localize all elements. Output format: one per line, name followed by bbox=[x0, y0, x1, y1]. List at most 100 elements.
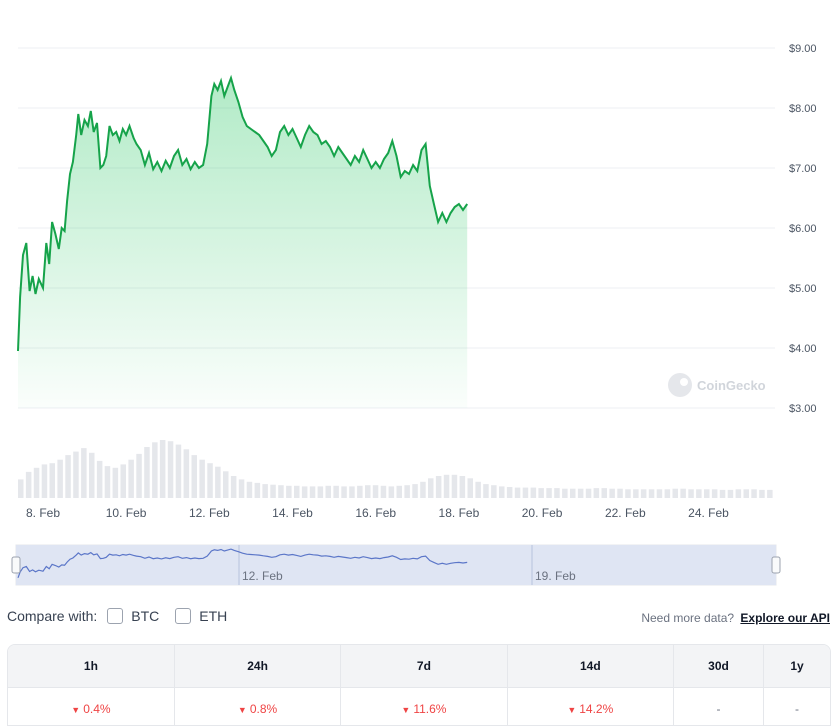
x-tick-label: 8. Feb bbox=[26, 506, 60, 520]
volume-bar bbox=[152, 442, 158, 498]
volume-bar bbox=[247, 482, 253, 498]
price-chart[interactable]: $9.00$8.00$7.00$6.00$5.00$4.00$3.00 Coin… bbox=[0, 0, 836, 600]
period-header: 30d bbox=[674, 645, 764, 688]
volume-bar bbox=[546, 488, 552, 498]
volume-bar bbox=[704, 489, 710, 498]
volume-bar bbox=[326, 486, 332, 498]
caret-down-icon: ▼ bbox=[71, 705, 80, 715]
volume-bar bbox=[609, 489, 615, 498]
y-tick-label: $4.00 bbox=[789, 343, 817, 355]
volume-bar bbox=[18, 479, 24, 498]
checkbox-icon[interactable] bbox=[107, 608, 123, 624]
watermark-text: CoinGecko bbox=[697, 378, 766, 393]
volume-bar bbox=[365, 485, 371, 498]
x-tick-label: 24. Feb bbox=[688, 506, 729, 520]
change-value: 0.8% bbox=[250, 702, 277, 716]
volume-bar bbox=[578, 489, 584, 498]
period-header: 1y bbox=[764, 645, 831, 688]
volume-bar bbox=[373, 485, 379, 498]
volume-bar bbox=[507, 487, 513, 498]
change-cell-24h: ▼0.8% bbox=[174, 688, 340, 726]
y-tick-label: $8.00 bbox=[789, 103, 817, 115]
y-tick-label: $9.00 bbox=[789, 43, 817, 55]
volume-bar bbox=[531, 488, 537, 498]
x-tick-label: 12. Feb bbox=[189, 506, 230, 520]
volume-bar bbox=[649, 489, 655, 498]
volume-bar bbox=[34, 468, 40, 498]
volume-bar bbox=[720, 490, 726, 498]
volume-bar bbox=[602, 488, 608, 498]
volume-bar bbox=[767, 490, 773, 498]
navigator[interactable]: 12. Feb 19. Feb bbox=[12, 545, 780, 585]
volume-bar bbox=[105, 466, 111, 498]
volume-bar bbox=[428, 478, 434, 498]
volume-bar bbox=[199, 460, 205, 498]
volume-bar bbox=[207, 463, 213, 498]
x-tick-label: 16. Feb bbox=[355, 506, 396, 520]
x-tick-label: 10. Feb bbox=[106, 506, 147, 520]
navigator-right-handle[interactable] bbox=[772, 557, 780, 573]
period-header: 14d bbox=[507, 645, 673, 688]
change-value: 11.6% bbox=[413, 702, 446, 716]
y-tick-label: $7.00 bbox=[789, 163, 817, 175]
compare-btc-checkbox[interactable]: BTC bbox=[107, 608, 159, 624]
volume-bar bbox=[680, 489, 686, 498]
volume-bar bbox=[73, 452, 79, 498]
explore-api-link[interactable]: Explore our API bbox=[740, 611, 830, 625]
volume-bar bbox=[562, 489, 568, 498]
volume-bar bbox=[176, 445, 182, 498]
volume-bar bbox=[318, 486, 324, 498]
y-tick-label: $3.00 bbox=[789, 403, 817, 415]
compare-eth-checkbox[interactable]: ETH bbox=[175, 608, 227, 624]
volume-bar bbox=[594, 488, 600, 498]
volume-bar bbox=[26, 472, 32, 498]
checkbox-icon[interactable] bbox=[175, 608, 191, 624]
caret-down-icon: ▼ bbox=[567, 705, 576, 715]
volume-bar bbox=[310, 486, 316, 498]
period-header: 7d bbox=[341, 645, 507, 688]
period-header: 24h bbox=[174, 645, 340, 688]
period-header: 1h bbox=[8, 645, 174, 688]
volume-bar bbox=[633, 489, 639, 498]
volume-bar bbox=[468, 478, 474, 498]
volume-bar bbox=[744, 489, 750, 498]
volume-bar bbox=[404, 485, 410, 498]
volume-bar bbox=[262, 484, 268, 498]
change-cell-1h: ▼0.4% bbox=[8, 688, 174, 726]
navigator-selection[interactable] bbox=[16, 545, 776, 585]
compare-option-label: BTC bbox=[131, 608, 159, 624]
volume-bar bbox=[136, 454, 142, 498]
volume-bar bbox=[65, 455, 71, 498]
navigator-label: 12. Feb bbox=[242, 569, 283, 583]
volume-bar bbox=[420, 482, 426, 498]
volume-bar bbox=[144, 447, 150, 498]
volume-bar bbox=[381, 486, 387, 498]
volume-bar bbox=[538, 488, 544, 498]
volume-bar bbox=[483, 484, 489, 498]
volume-bar bbox=[641, 489, 647, 498]
y-tick-label: $6.00 bbox=[789, 223, 817, 235]
volume-bar bbox=[89, 453, 95, 498]
volume-bar bbox=[475, 482, 481, 498]
volume-bar bbox=[349, 486, 355, 498]
x-tick-label: 20. Feb bbox=[522, 506, 563, 520]
performance-value-row: ▼0.4% ▼0.8% ▼11.6% ▼14.2% - - bbox=[8, 688, 830, 726]
x-tick-label: 18. Feb bbox=[439, 506, 480, 520]
volume-bar bbox=[223, 471, 229, 498]
volume-bar bbox=[617, 489, 623, 498]
navigator-left-handle[interactable] bbox=[12, 557, 20, 573]
change-cell-7d: ▼11.6% bbox=[341, 688, 507, 726]
volume-bar bbox=[491, 485, 497, 498]
volume-bar bbox=[113, 468, 119, 498]
volume-bar bbox=[665, 489, 671, 498]
volume-bar bbox=[696, 489, 702, 498]
performance-header-row: 1h 24h 7d 14d 30d 1y bbox=[8, 645, 830, 688]
change-value: 0.4% bbox=[83, 702, 110, 716]
volume-bar bbox=[657, 489, 663, 498]
change-value: 14.2% bbox=[579, 702, 613, 716]
volume-bar bbox=[42, 464, 48, 498]
volume-bar bbox=[215, 467, 221, 498]
volume-bar bbox=[452, 475, 458, 498]
change-cell-14d: ▼14.2% bbox=[507, 688, 673, 726]
